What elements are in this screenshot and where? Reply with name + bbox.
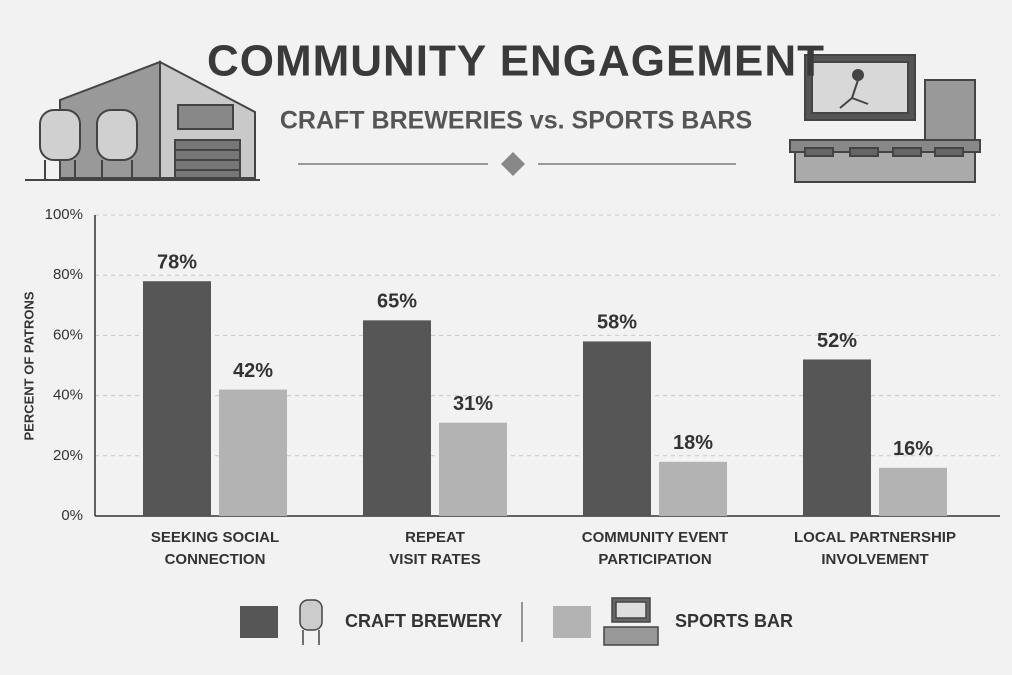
- title-divider: [298, 152, 736, 176]
- value-label: 16%: [893, 438, 933, 460]
- y-tick-label: 100%: [45, 206, 83, 223]
- value-label: 52%: [817, 330, 857, 352]
- x-tick-label: SEEKING SOCIAL CONNECTION: [151, 529, 279, 568]
- legend-swatch: [240, 606, 278, 638]
- bar: [879, 467, 947, 516]
- brewery-illustration: [25, 60, 260, 181]
- legend-icon: [299, 599, 323, 645]
- value-label: 78%: [157, 252, 197, 274]
- chart-title: COMMUNITY ENGAGEMENT: [207, 37, 825, 86]
- value-label: 58%: [597, 312, 637, 334]
- y-tick-label: 40%: [53, 387, 83, 404]
- y-tick-label: 60%: [53, 326, 83, 343]
- x-tick-label: COMMUNITY EVENT PARTICIPATION: [582, 529, 728, 568]
- legend: CRAFT BREWERY SPORTS BAR: [240, 597, 793, 646]
- legend-icon: [603, 597, 659, 646]
- y-tick-label: 0%: [61, 507, 83, 524]
- legend-swatch: [553, 606, 591, 638]
- bar: [803, 359, 871, 516]
- legend-label: CRAFT BREWERY: [345, 611, 502, 631]
- sports-bar-illustration: [789, 54, 981, 183]
- y-axis-label: PERCENT OF PATRONS: [21, 291, 36, 440]
- value-label: 42%: [233, 360, 273, 382]
- y-tick-label: 20%: [53, 447, 83, 464]
- x-tick-label: LOCAL PARTNERSHIP INVOLVEMENT: [794, 529, 956, 568]
- bar: [219, 389, 287, 516]
- bar: [583, 341, 651, 516]
- value-label: 18%: [673, 432, 713, 454]
- x-tick-label: REPEAT VISIT RATES: [389, 529, 480, 568]
- value-label: 31%: [453, 393, 493, 415]
- bar: [659, 461, 727, 516]
- bar: [363, 320, 431, 516]
- bar: [439, 422, 507, 516]
- value-label: 65%: [377, 291, 417, 313]
- bar: [143, 281, 211, 516]
- legend-label: SPORTS BAR: [675, 611, 793, 631]
- chart-subtitle: CRAFT BREWERIES vs. SPORTS BARS: [280, 107, 752, 135]
- y-tick-label: 80%: [53, 266, 83, 283]
